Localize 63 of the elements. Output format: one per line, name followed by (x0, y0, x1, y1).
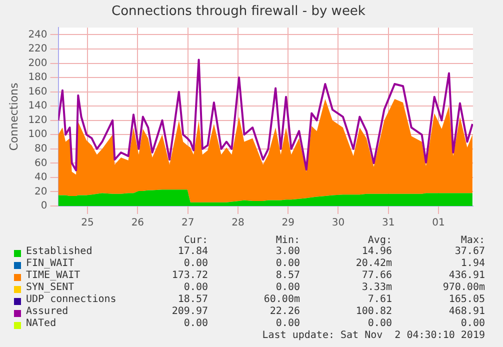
text: 209.97 (172, 306, 208, 317)
legend-label: Established (26, 246, 92, 257)
x-tick-label: 30 (332, 218, 345, 229)
text: 17.84 (178, 246, 208, 257)
y-tick-label: 20 (34, 186, 48, 198)
text: Cur: (184, 235, 208, 246)
x-tick-label: 26 (131, 218, 144, 229)
text: 0.00 (276, 318, 300, 329)
text: 8.57 (276, 270, 300, 281)
text: 970.00m (442, 282, 485, 293)
legend-label: UDP connections (26, 294, 116, 305)
y-tick-label: 80 (34, 144, 48, 155)
text: 37.67 (454, 246, 485, 257)
y-tick-label: 160 (28, 86, 48, 98)
x-tick-label: 31 (382, 218, 395, 229)
text: 0.00 (368, 318, 392, 329)
text: 3.33m (362, 282, 392, 293)
y-tick-label: 240 (28, 29, 48, 40)
text: 1.94 (460, 258, 485, 269)
text: 436.91 (448, 270, 485, 281)
text: 22.26 (270, 306, 300, 317)
text: 0.00 (276, 258, 300, 269)
chart-title: Connections through firewall - by week (112, 4, 366, 20)
x-tick-label: 25 (81, 218, 94, 229)
x-tick-label: 27 (181, 218, 194, 229)
y-tick-label: 140 (28, 100, 48, 112)
text: 0.00 (184, 258, 208, 269)
legend-label: Assured (26, 306, 68, 317)
text: 0.00 (276, 282, 300, 293)
text: 173.72 (172, 270, 208, 281)
text: Min: (276, 235, 300, 246)
text: Avg: (368, 235, 392, 246)
text: 3.00 (276, 246, 300, 257)
text: 7.61 (368, 294, 392, 305)
y-tick-label: 220 (28, 44, 48, 55)
y-tick-label: 60 (34, 158, 48, 169)
legend-label: FIN_WAIT (26, 258, 74, 269)
text: 468.91 (448, 306, 485, 317)
text: 0.00 (184, 318, 208, 329)
legend-label: SYN_SENT (26, 282, 74, 293)
y-tick-label: 100 (28, 129, 48, 140)
y-tick-label: 40 (34, 172, 48, 184)
text: 77.66 (362, 270, 392, 281)
text: Max: (460, 235, 485, 246)
y-tick-label: 0 (40, 200, 48, 212)
x-tick-label: 29 (282, 218, 294, 229)
x-tick-label: 01 (432, 218, 445, 229)
legend-label: TIME_WAIT (26, 270, 80, 281)
x-tick-label: 28 (232, 218, 244, 229)
text: 14.96 (362, 246, 392, 257)
text: 20.42m (356, 258, 392, 269)
y-tick-label: 200 (28, 58, 48, 69)
y-tick-label: 120 (28, 114, 48, 126)
text: 18.57 (178, 294, 208, 305)
text: 100.82 (356, 306, 392, 317)
text: 165.05 (448, 294, 485, 305)
text: Last update: Sat Nov 2 04:30:10 2019 (262, 330, 485, 341)
text: 60.00m (264, 294, 300, 305)
legend-label: NATed (26, 318, 56, 329)
text: 0.00 (460, 318, 485, 329)
text: 0.00 (184, 282, 208, 293)
y-axis-title: Connections (7, 82, 20, 151)
y-tick-label: 180 (28, 72, 48, 84)
